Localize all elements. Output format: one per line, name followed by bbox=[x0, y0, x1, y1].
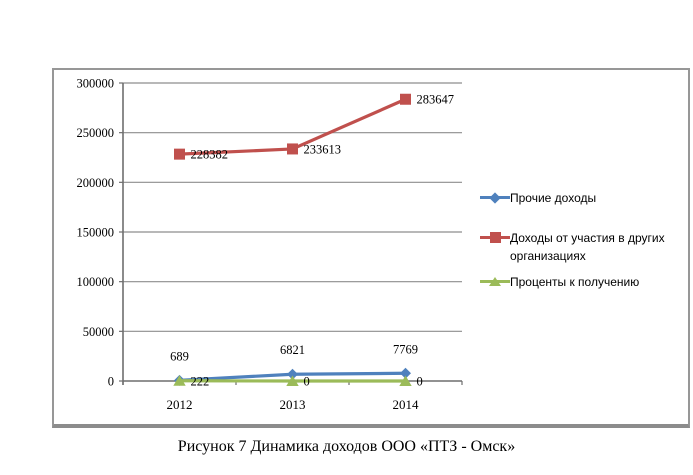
y-axis-tick-label: 50000 bbox=[83, 325, 114, 339]
triangle-marker-icon bbox=[173, 375, 186, 386]
legend-diamond-marker-icon bbox=[480, 190, 510, 205]
y-axis-tick-label: 250000 bbox=[77, 126, 115, 140]
data-label: 6821 bbox=[280, 343, 305, 357]
data-label: 233613 bbox=[304, 142, 342, 156]
y-axis-tick-label: 150000 bbox=[77, 226, 115, 240]
y-axis-tick-label: 100000 bbox=[77, 275, 115, 289]
diamond-marker-icon bbox=[287, 368, 298, 380]
data-label: 689 bbox=[170, 349, 189, 363]
legend-item-0: Прочие доходы bbox=[480, 189, 596, 207]
x-axis-label: 2012 bbox=[167, 397, 193, 412]
x-axis-label: 2013 bbox=[280, 397, 306, 412]
triangle-marker-icon bbox=[399, 375, 412, 386]
diamond-marker-icon bbox=[400, 367, 411, 379]
legend-label: Проценты к получению bbox=[510, 275, 640, 289]
y-axis-tick-label: 300000 bbox=[77, 77, 115, 91]
legend-triangle-marker-icon bbox=[480, 274, 510, 289]
y-axis-tick-label: 200000 bbox=[77, 176, 115, 190]
data-label: 0 bbox=[417, 375, 423, 389]
legend-item-2: Проценты к получению bbox=[480, 273, 639, 291]
square-marker-icon bbox=[400, 93, 411, 105]
legend-square-marker-icon bbox=[480, 230, 510, 245]
square-marker-icon bbox=[287, 143, 298, 155]
data-label: 283647 bbox=[417, 93, 455, 107]
legend-label: Прочие доходы bbox=[510, 191, 597, 205]
data-label: 228382 bbox=[191, 148, 229, 162]
x-axis-label: 2014 bbox=[393, 397, 420, 412]
data-label: 0 bbox=[304, 375, 310, 389]
income-dynamics-line-chart: 0 50000 100000 150000 200000 250000 300000 2012… bbox=[77, 77, 463, 412]
legend-item-1: Доходы от участия в других организациях bbox=[480, 229, 686, 265]
legend-label: Доходы от участия в других организациях bbox=[510, 231, 665, 263]
chart-object-frame: 0 50000 100000 150000 200000 250000 300000 2012… bbox=[52, 68, 690, 428]
triangle-marker-icon bbox=[286, 375, 299, 386]
y-axis-tick-label: 0 bbox=[108, 375, 114, 389]
chart-legend: Прочие доходы Доходы от участия в других … bbox=[480, 70, 686, 424]
data-label: 7769 bbox=[393, 342, 418, 356]
square-marker-icon bbox=[174, 148, 185, 160]
figure-caption: Рисунок 7 Динамика доходов ООО «ПТЗ - Ом… bbox=[177, 438, 516, 455]
data-label: 222 bbox=[191, 374, 210, 388]
